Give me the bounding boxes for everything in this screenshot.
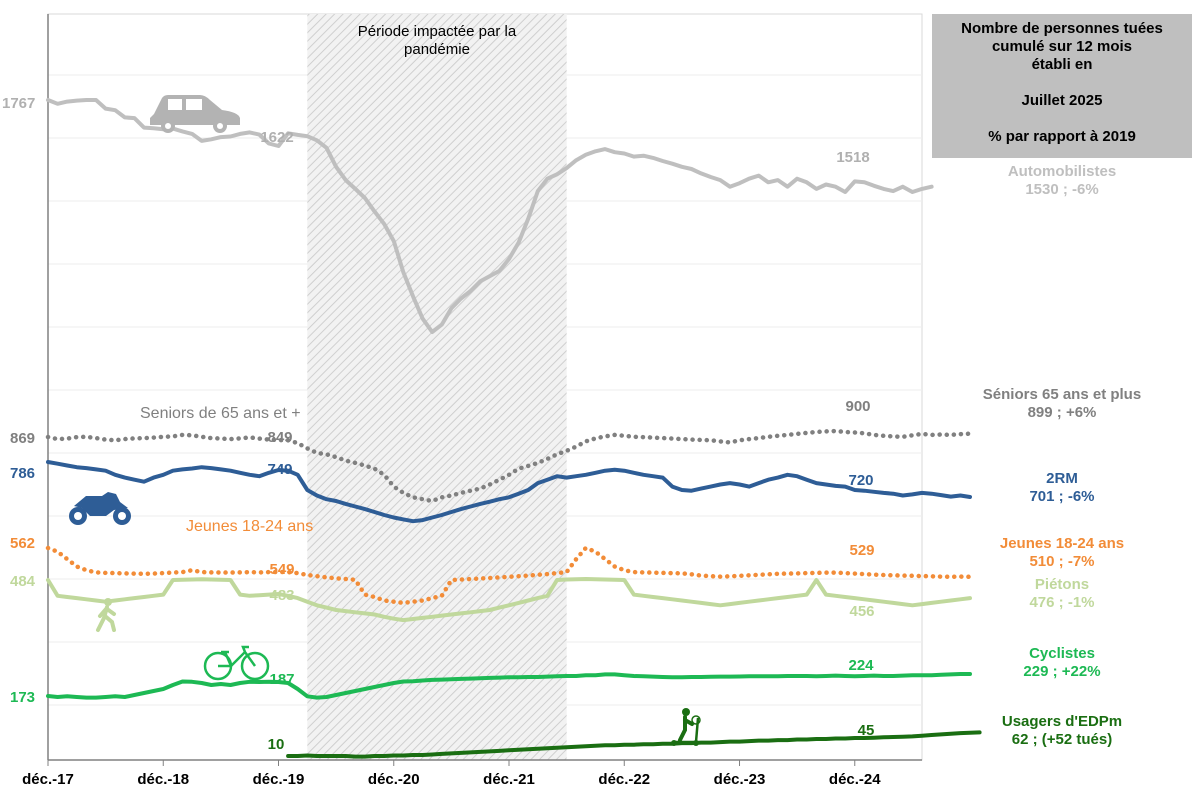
series-line-pi-tons xyxy=(46,577,972,623)
series-line-2rm xyxy=(46,460,972,524)
data-label: 529 xyxy=(849,542,874,559)
legend-name: Piétons xyxy=(1034,576,1090,593)
x-tick-label: déc.-22 xyxy=(598,771,650,788)
data-label: 900 xyxy=(845,398,870,415)
info-box: Nombre de personnes tuées cumulé sur 12 … xyxy=(932,14,1192,158)
series-line-seniors-de-65-ans-et- xyxy=(45,428,973,504)
info-box-month: Juillet 2025 xyxy=(1021,92,1103,109)
series-line-automobilistes xyxy=(46,98,934,334)
info-box-line2: cumulé sur 12 mois xyxy=(991,38,1133,55)
data-label: 786 xyxy=(10,465,35,482)
series-line-usagers-d-edpm xyxy=(286,730,982,759)
legend-name: Usagers d'EDPm xyxy=(1001,713,1123,730)
legend-stat: 510 ; -7% xyxy=(1029,553,1095,570)
legend-jeunes: Jeunes 18-24 ans 510 ; -7% xyxy=(932,535,1192,571)
x-tick-label: déc.-18 xyxy=(137,771,189,788)
x-tick-label: déc.-17 xyxy=(22,771,74,788)
data-label: 720 xyxy=(848,472,873,489)
legend-stat: 701 ; -6% xyxy=(1029,488,1095,505)
legend-2rm: 2RM 701 ; -6% xyxy=(932,470,1192,506)
data-label: 483 xyxy=(269,587,294,604)
data-label: 1622 xyxy=(260,129,293,146)
data-label: 187 xyxy=(269,671,294,688)
data-label: 849 xyxy=(267,429,292,446)
info-box-line1: Nombre de personnes tuées xyxy=(961,20,1163,37)
legend-automobilistes: Automobilistes 1530 ; -6% xyxy=(932,163,1192,199)
scooter-icon xyxy=(671,708,701,746)
legend-stat: 476 ; -1% xyxy=(1029,594,1095,611)
legend-name: Jeunes 18-24 ans xyxy=(999,535,1125,552)
inline-series-label: Jeunes 18-24 ans xyxy=(186,518,313,535)
legend-seniors: Séniors 65 ans et plus 899 ; +6% xyxy=(932,386,1192,422)
pandemic-shaded-area xyxy=(307,14,567,760)
legend-cyclistes: Cyclistes 229 ; +22% xyxy=(932,645,1192,681)
x-tick-label: déc.-23 xyxy=(714,771,766,788)
legend-stat: 1530 ; -6% xyxy=(1025,181,1099,198)
data-label: 173 xyxy=(10,689,35,706)
legend-pietons: Piétons 476 ; -1% xyxy=(932,576,1192,612)
x-tick-label: déc.-24 xyxy=(829,771,881,788)
data-label: 10 xyxy=(268,736,285,753)
data-label: 484 xyxy=(10,573,36,590)
car-icon xyxy=(150,95,240,133)
shaded-period-label-line2: pandémie xyxy=(404,41,470,58)
x-tick-label: déc.-19 xyxy=(253,771,305,788)
legend-edpm: Usagers d'EDPm 62 ; (+52 tués) xyxy=(932,713,1192,749)
data-label: 1767 xyxy=(2,95,35,112)
data-label: 224 xyxy=(848,657,874,674)
data-label: 549 xyxy=(269,561,294,578)
info-box-comparison: % par rapport à 2019 xyxy=(988,128,1136,145)
data-label: 45 xyxy=(858,722,875,739)
data-label: 1518 xyxy=(836,149,869,166)
shaded-period-label-line1: Période impactée par la xyxy=(358,23,517,40)
series-line-cyclistes xyxy=(46,672,972,700)
data-label: 562 xyxy=(10,535,35,552)
legend-name: Automobilistes xyxy=(1007,163,1117,180)
legend-name: Cyclistes xyxy=(1029,645,1095,662)
motorcycle-icon xyxy=(69,492,131,525)
legend-name: 2RM xyxy=(1046,470,1078,487)
legend-name: Séniors 65 ans et plus xyxy=(982,386,1142,403)
x-tick-label: déc.-21 xyxy=(483,771,535,788)
pedestrian-icon xyxy=(96,598,116,632)
legend-stat: 62 ; (+52 tués) xyxy=(1011,731,1113,748)
data-label: 749 xyxy=(267,461,292,478)
info-box-line3: établi en xyxy=(1031,56,1093,73)
x-tick-label: déc.-20 xyxy=(368,771,420,788)
legend-stat: 229 ; +22% xyxy=(1023,663,1101,680)
data-label: 869 xyxy=(10,430,35,447)
bicycle-icon xyxy=(203,645,270,681)
inline-series-label: Seniors de 65 ans et + xyxy=(140,405,301,422)
data-label: 456 xyxy=(849,603,874,620)
legend-stat: 899 ; +6% xyxy=(1027,404,1097,421)
